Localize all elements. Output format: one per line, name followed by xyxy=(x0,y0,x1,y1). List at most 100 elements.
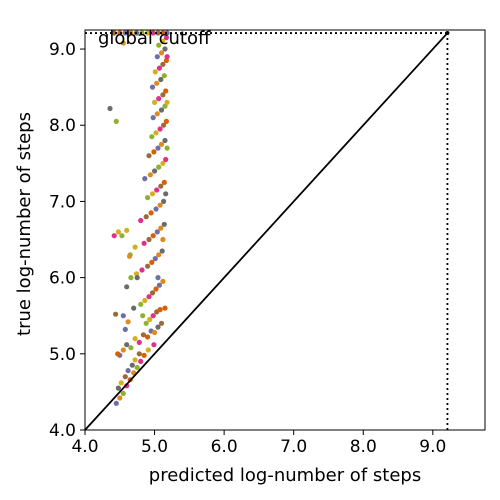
data-point xyxy=(161,198,167,204)
data-point xyxy=(155,145,161,151)
data-point xyxy=(113,118,119,124)
data-point xyxy=(158,183,164,189)
data-point xyxy=(156,252,162,258)
data-point xyxy=(163,156,169,163)
data-point xyxy=(111,30,117,36)
data-point xyxy=(122,326,128,332)
data-point xyxy=(120,40,126,46)
data-point xyxy=(152,168,158,174)
data-point xyxy=(117,395,123,401)
data-point xyxy=(161,73,167,79)
data-point xyxy=(162,46,168,52)
y-tick-label: 5.0 xyxy=(49,345,76,365)
data-point xyxy=(124,227,130,233)
data-point xyxy=(160,38,166,45)
data-point xyxy=(146,294,152,300)
cutoff-point xyxy=(445,31,450,36)
data-point xyxy=(164,99,170,105)
x-tick-label: 7.0 xyxy=(280,437,307,457)
data-point xyxy=(154,54,160,60)
data-point xyxy=(153,286,159,292)
data-point xyxy=(145,263,151,269)
data-point xyxy=(134,275,140,281)
data-point xyxy=(158,76,164,83)
data-point xyxy=(152,256,158,262)
data-point xyxy=(157,202,163,208)
data-point xyxy=(156,282,162,288)
data-point xyxy=(124,342,130,348)
data-point xyxy=(157,307,163,313)
data-point xyxy=(149,84,156,90)
data-point xyxy=(141,352,147,358)
data-point xyxy=(138,358,144,364)
data-point xyxy=(156,65,162,71)
data-point xyxy=(132,357,138,363)
reference-lines xyxy=(84,31,450,431)
x-tick-label: 4.0 xyxy=(71,437,98,457)
data-point xyxy=(120,347,126,353)
data-point xyxy=(154,111,160,117)
y-tick-label: 9.0 xyxy=(49,40,76,60)
data-point xyxy=(139,267,145,273)
data-point xyxy=(150,313,156,319)
data-point xyxy=(156,96,162,102)
data-point xyxy=(132,244,138,250)
data-point xyxy=(141,240,147,246)
data-point xyxy=(158,320,165,326)
data-point xyxy=(161,179,167,185)
identity-line xyxy=(84,32,449,431)
data-point xyxy=(150,115,156,121)
y-tick-label: 4.0 xyxy=(49,421,76,441)
y-tick-label: 7.0 xyxy=(49,192,76,212)
data-point xyxy=(142,176,148,182)
data-point xyxy=(157,126,163,132)
data-point xyxy=(163,191,169,197)
data-point xyxy=(160,61,166,67)
data-point xyxy=(152,329,158,336)
data-point xyxy=(156,42,162,48)
plot-frame xyxy=(84,29,486,431)
x-tick-label: 6.0 xyxy=(211,437,238,457)
data-point xyxy=(160,92,166,98)
data-point xyxy=(120,313,126,319)
y-tick-label: 8.0 xyxy=(49,116,76,136)
data-point xyxy=(153,130,159,136)
data-point xyxy=(132,336,138,342)
data-point xyxy=(161,122,167,128)
data-point xyxy=(138,217,144,224)
data-point xyxy=(145,30,151,36)
data-point xyxy=(160,278,166,284)
data-point xyxy=(140,332,146,338)
x-axis-label: predicted log-number of steps xyxy=(149,465,421,486)
data-point xyxy=(156,164,162,170)
data-point xyxy=(125,319,131,325)
x-tick-label: 9.0 xyxy=(419,437,446,457)
data-point xyxy=(164,145,170,151)
data-point xyxy=(162,137,168,144)
data-point xyxy=(128,275,134,281)
data-point xyxy=(155,30,161,36)
data-point xyxy=(155,275,161,281)
data-point xyxy=(162,305,168,311)
data-point xyxy=(149,259,155,265)
data-point xyxy=(154,229,160,235)
data-point xyxy=(111,233,117,239)
data-point xyxy=(146,236,152,243)
x-tick-label: 8.0 xyxy=(350,437,377,457)
data-point xyxy=(158,50,165,56)
data-point xyxy=(126,253,133,259)
data-point xyxy=(153,206,159,212)
data-points xyxy=(107,30,170,406)
data-point xyxy=(159,248,165,254)
data-point xyxy=(138,301,144,307)
data-point xyxy=(154,80,160,86)
data-point xyxy=(107,105,113,112)
data-point xyxy=(136,339,142,345)
data-point xyxy=(164,54,170,60)
data-point xyxy=(160,160,166,166)
data-point xyxy=(145,195,151,201)
data-point xyxy=(143,320,149,326)
data-point xyxy=(163,88,169,94)
data-point xyxy=(152,99,158,105)
cutoff-annotation: global cutoff xyxy=(98,28,211,49)
